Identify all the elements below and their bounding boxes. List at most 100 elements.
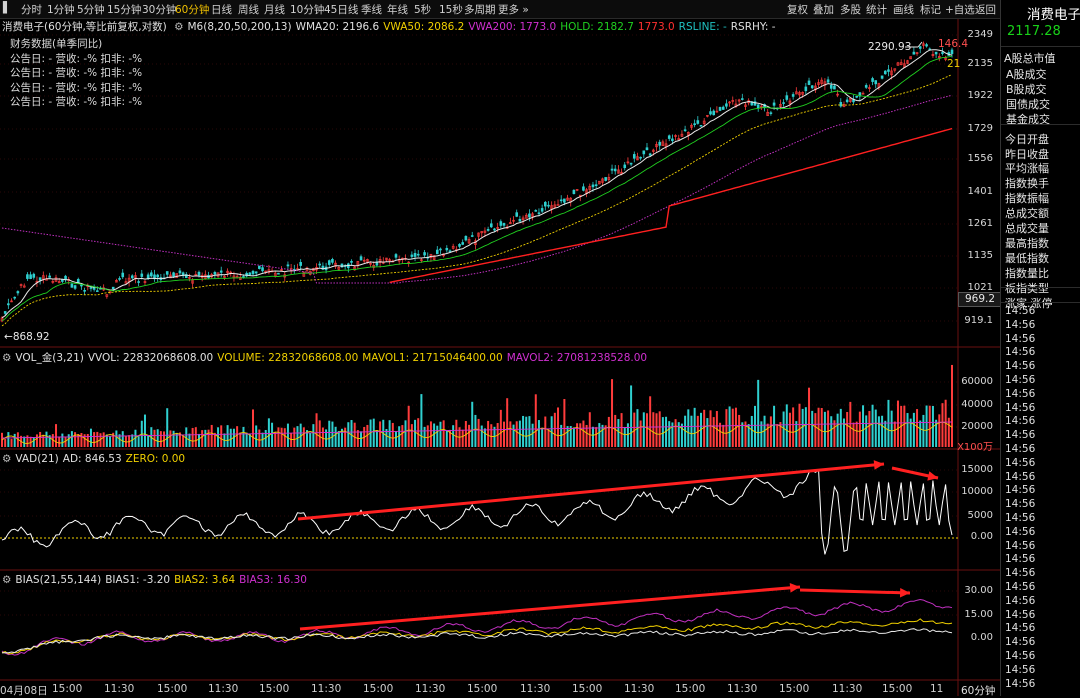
- period-tab[interactable]: 多周期: [464, 4, 496, 16]
- period-tab[interactable]: 15分钟: [107, 4, 142, 16]
- time-axis-label: 15:00: [882, 683, 913, 695]
- period-tab[interactable]: 5秒: [414, 4, 432, 16]
- period-tab[interactable]: 日线: [211, 4, 232, 16]
- toolbar-button[interactable]: +自选: [945, 4, 975, 16]
- candle-body: [486, 229, 490, 231]
- candle-body: [76, 278, 80, 283]
- period-tab[interactable]: 更多 »: [498, 4, 529, 16]
- period-tab[interactable]: 45日线: [324, 4, 359, 16]
- volume-bar: [423, 426, 426, 447]
- volume-bar: [776, 424, 779, 447]
- tick-time: 14:56: [1005, 539, 1036, 552]
- trend-arrow: [799, 588, 911, 595]
- period-tab[interactable]: 周线: [238, 4, 259, 16]
- period-label[interactable]: 60分钟: [961, 685, 996, 697]
- info-row-label: 国债成交: [1006, 97, 1050, 111]
- candle-body: [795, 91, 798, 95]
- volume-bar: [661, 417, 664, 447]
- gear-icon[interactable]: ⚙: [2, 352, 12, 364]
- volume-bar: [32, 437, 35, 447]
- volume-indicator-header: ⚙ VOL_金(3,21) VVOL: 22832068608.00 VOLUME: …: [2, 350, 651, 365]
- volume-bar: [620, 413, 623, 447]
- toolbar-button[interactable]: 返回: [975, 4, 996, 16]
- candle-body: [820, 79, 824, 84]
- gear-icon[interactable]: ⚙: [2, 574, 12, 586]
- candle-body: [115, 280, 118, 283]
- volume-bar: [328, 420, 331, 447]
- period-tab[interactable]: 分时: [21, 4, 42, 16]
- volume-bar: [741, 422, 744, 447]
- volume-bar: [74, 432, 77, 447]
- period-tab[interactable]: 季线: [361, 4, 382, 16]
- indicator-value: AD: 846.53: [62, 453, 122, 465]
- gear-icon[interactable]: ⚙: [174, 21, 184, 33]
- time-axis-label: 15:00: [259, 683, 290, 695]
- tick-time: 14:56: [1005, 332, 1036, 345]
- volume-bar: [248, 433, 251, 447]
- indicator-value: VOLUME: 22832068608.00: [217, 352, 359, 364]
- candle-body: [744, 104, 747, 107]
- candle-body: [334, 262, 337, 267]
- period-tab[interactable]: 月线: [264, 4, 285, 16]
- toolbar-button[interactable]: 复权: [787, 4, 808, 16]
- time-axis-label: 15:00: [52, 683, 83, 695]
- candle-body: [512, 219, 515, 222]
- candle-body: [321, 265, 325, 270]
- toolbar-button[interactable]: 统计: [866, 4, 887, 16]
- toolbar-button[interactable]: 叠加: [813, 4, 834, 16]
- price-axis-label: 2349: [967, 29, 993, 40]
- period-tab[interactable]: 1分钟: [47, 4, 75, 16]
- volume-bar: [639, 420, 642, 447]
- volume-bar: [286, 423, 289, 447]
- volume-bar: [760, 421, 763, 447]
- candle-body: [261, 267, 264, 272]
- period-tab[interactable]: 5分钟: [77, 4, 105, 16]
- candle-body: [798, 92, 801, 96]
- candle-body: [51, 281, 55, 283]
- candle-body: [83, 290, 86, 292]
- candle-body: [178, 270, 182, 274]
- volume-bar: [93, 432, 96, 447]
- candle-body: [493, 228, 496, 231]
- volume-bar: [109, 435, 112, 447]
- volume-bar: [585, 424, 588, 447]
- candle-body: [804, 86, 808, 92]
- volume-bar: [283, 428, 286, 447]
- toolbar-button[interactable]: 标记: [920, 4, 941, 16]
- volume-bar: [137, 436, 140, 447]
- candle-body: [362, 259, 366, 262]
- period-tab[interactable]: 10分钟: [290, 4, 325, 16]
- volume-bar: [299, 423, 302, 447]
- candle-body: [169, 274, 172, 279]
- volume-bar: [677, 422, 680, 447]
- candle-body: [70, 283, 74, 288]
- candle-body: [582, 186, 585, 191]
- toolbar-button[interactable]: 多股: [840, 4, 861, 16]
- candle-body: [655, 144, 658, 148]
- candle-body: [801, 91, 804, 95]
- toolbar-button[interactable]: 画线: [893, 4, 914, 16]
- volume-bar: [321, 427, 324, 447]
- candle-body: [299, 262, 302, 266]
- candle-body: [756, 104, 760, 109]
- period-tab[interactable]: 60分钟: [175, 4, 210, 16]
- volume-bar: [105, 434, 108, 447]
- indicator-value: MAVOL1: 21715046400.00: [362, 352, 503, 364]
- period-tab[interactable]: 15秒: [439, 4, 463, 16]
- tick-time: 14:56: [1005, 429, 1036, 442]
- volume-bar: [658, 411, 661, 447]
- period-tab[interactable]: 30分钟: [142, 4, 177, 16]
- hold-line: [1, 55, 953, 322]
- toolbar-menu-icon[interactable]: ▌: [3, 2, 12, 14]
- chart-canvas[interactable]: [0, 0, 1000, 696]
- gear-icon[interactable]: ⚙: [2, 453, 12, 465]
- volume-bar: [858, 411, 861, 447]
- candle-body: [150, 272, 153, 277]
- volume-bar: [306, 430, 309, 447]
- market-cap-label: A股总市值: [1004, 52, 1056, 65]
- volume-bar: [89, 428, 92, 447]
- volume-bar: [550, 416, 553, 447]
- volume-bar: [213, 432, 216, 447]
- volume-bar: [344, 427, 347, 447]
- period-tab[interactable]: 年线: [387, 4, 408, 16]
